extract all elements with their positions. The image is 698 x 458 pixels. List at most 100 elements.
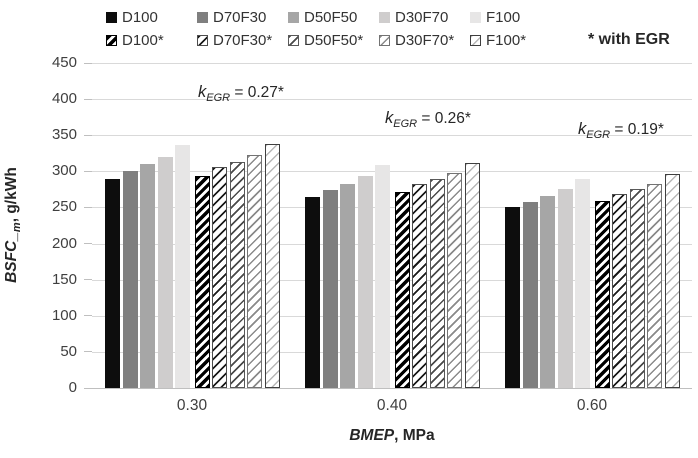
bar-d100-egr — [394, 191, 410, 388]
legend-item: F100* — [470, 32, 526, 49]
legend-item: D50F50 — [288, 9, 379, 26]
legend-item: D50F50* — [288, 32, 379, 49]
y-tick — [84, 315, 92, 317]
gridline — [92, 279, 692, 281]
gridline — [92, 99, 692, 101]
gridline — [92, 207, 692, 209]
legend-swatch-d30f70 — [379, 12, 390, 23]
kegr-subscript: EGR — [586, 129, 611, 142]
bar-d30f70-egr — [447, 172, 462, 388]
kegr-annotation: kEGR = 0.26* — [385, 109, 471, 130]
gridline — [92, 135, 692, 137]
kegr-subscript: EGR — [393, 118, 418, 131]
bar-d50f50 — [340, 184, 355, 388]
gridline — [92, 351, 692, 353]
bar-d30f70 — [557, 188, 573, 388]
legend-swatch-d100 — [106, 12, 117, 23]
x-axis-title: BMEP, MPa — [92, 427, 692, 445]
legend-swatch-d70f30 — [197, 12, 208, 23]
kegr-value: = 0.26* — [417, 110, 471, 127]
bar-d100 — [105, 179, 120, 388]
legend-swatch-d70f30-egr — [197, 35, 208, 46]
bar-f100 — [575, 178, 590, 388]
kegr-annotation: kEGR = 0.27* — [198, 83, 284, 104]
legend-item: D30F70* — [379, 32, 470, 49]
bar-d70f30 — [322, 190, 338, 388]
legend-swatch-d50f50-egr — [288, 35, 299, 46]
y-tick — [84, 243, 92, 245]
y-tick — [84, 98, 92, 100]
legend-label: D50F50* — [304, 32, 364, 49]
legend-swatch-f100-egr — [470, 35, 481, 46]
bar-d100 — [305, 197, 320, 388]
y-axis-tick-labels: 0 50 100 150 200 250 300 350 400 450 — [0, 54, 84, 396]
legend-swatch-d30f70-egr — [379, 35, 390, 46]
legend-note: * with EGR — [588, 31, 670, 48]
legend-label: D50F50 — [304, 9, 358, 26]
y-tick-label: 400 — [51, 90, 77, 108]
legend-row-2: D100* D70F30* D50F50* D30F70* F100* — [106, 29, 526, 52]
chart-legend: D100 D70F30 D50F50 D30F70 F100 D100* D70F30* D… — [106, 6, 526, 52]
legend-item: D100 — [106, 9, 197, 26]
legend-item: D70F30* — [197, 32, 288, 49]
legend-item: F100 — [470, 9, 520, 26]
kegr-value: = 0.19* — [610, 121, 664, 138]
legend-swatch-d100-egr — [106, 35, 117, 46]
bar-d100-egr — [594, 200, 610, 388]
bar-d30f70-egr — [647, 183, 662, 388]
legend-label: D100* — [122, 32, 164, 49]
bar-d30f70-egr — [247, 154, 262, 388]
y-tick — [84, 388, 92, 389]
bar-d70f30 — [522, 201, 538, 388]
legend-item: D30F70 — [379, 9, 470, 26]
y-tick-label: 100 — [51, 306, 77, 324]
x-axis-title-main: BMEP — [349, 427, 395, 444]
legend-swatch-d50f50 — [288, 12, 299, 23]
kegr-symbol: k — [385, 109, 394, 127]
y-tick — [84, 206, 92, 208]
bar-d70f30-egr — [412, 184, 427, 388]
y-tick-label: 200 — [51, 234, 77, 252]
bar-f100-egr — [464, 162, 480, 388]
bar-d70f30 — [122, 171, 138, 388]
y-tick-label: 350 — [51, 126, 77, 144]
legend-label: F100 — [486, 9, 521, 26]
legend-item: D70F30 — [197, 9, 288, 26]
x-axis-title-rest: , MPa — [394, 427, 435, 444]
y-tick-label: 250 — [51, 198, 77, 216]
gridline — [92, 315, 692, 317]
y-tick — [84, 62, 92, 64]
y-tick-label: 150 — [51, 270, 77, 288]
y-tick — [84, 351, 92, 353]
legend-label: D100 — [122, 9, 158, 26]
y-tick — [84, 279, 92, 281]
gridline — [92, 171, 692, 173]
kegr-value: = 0.27* — [230, 84, 284, 101]
bar-d50f50 — [140, 164, 155, 388]
plot-area: kEGR = 0.27* kEGR = 0.26* kEGR = 0.19* — [84, 62, 692, 389]
bar-d30f70 — [357, 176, 373, 388]
bar-d50f50-egr — [429, 178, 445, 388]
legend-label: D70F30 — [213, 9, 267, 26]
y-tick — [84, 134, 92, 136]
bar-f100 — [375, 164, 390, 388]
legend-row-1: D100 D70F30 D50F50 D30F70 F100 — [106, 6, 526, 29]
kegr-annotation: kEGR = 0.19* — [578, 120, 664, 141]
gridline — [92, 63, 692, 64]
bar-d50f50 — [540, 195, 555, 388]
x-category-label: 0.40 — [376, 397, 408, 414]
legend-label: D30F70* — [395, 32, 455, 49]
bar-d70f30-egr — [212, 167, 227, 388]
bar-f100-egr — [264, 143, 280, 388]
legend-label: D70F30* — [213, 32, 273, 49]
bar-d70f30-egr — [612, 193, 627, 388]
gridline — [92, 243, 692, 245]
bar-d100 — [505, 207, 520, 388]
legend-label: D30F70 — [395, 9, 449, 26]
kegr-symbol: k — [578, 120, 587, 138]
bar-f100 — [175, 145, 190, 388]
x-category-label: 0.30 — [176, 397, 208, 414]
y-tick-label: 450 — [51, 54, 77, 71]
bar-f100-egr — [664, 174, 680, 388]
